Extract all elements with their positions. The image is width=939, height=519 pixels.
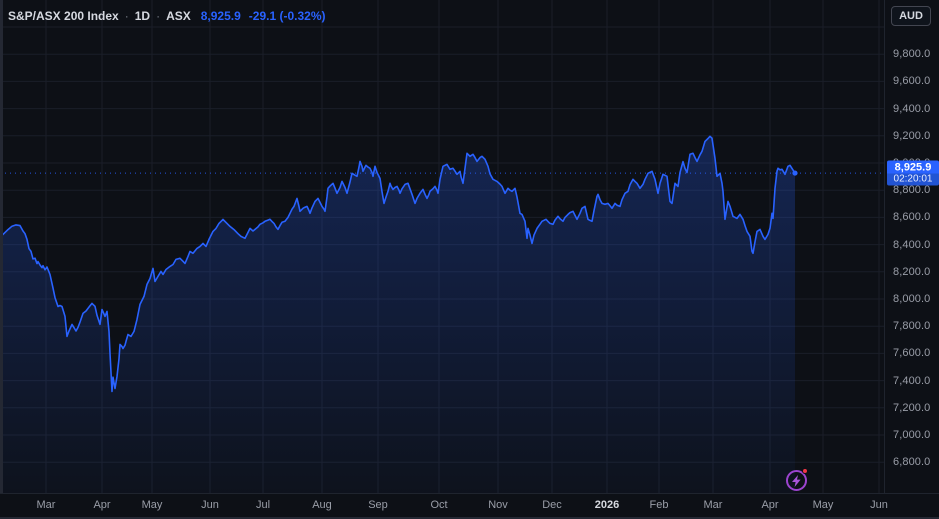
x-axis-tick-label: Jul [255,499,271,511]
x-axis-tick-label: Jun [201,499,219,511]
lightning-icon [786,470,807,491]
symbol-name: S&P/ASX 200 Index [8,9,119,23]
x-axis-tick-label: Aug [312,499,332,511]
x-axis-tick-label: Apr [93,499,111,511]
exchange-label: ASX [166,9,191,23]
bar-countdown-timer: 02:20:01 [887,173,939,186]
x-axis-tick-label: May [812,499,834,511]
area-fill [3,136,795,494]
legend-separator: · [124,9,129,23]
y-axis-tick-label: 6,800.0 [893,456,931,469]
y-axis-tick-label: 7,000.0 [893,429,931,441]
price-scale[interactable]: 8,925.9 02:20:01 9,800.0 9,600.0 9,400.0 9,… [884,0,939,493]
time-scale[interactable]: Mar Apr May Jun Jul Aug Sep Oct Nov Dec 2026 Feb Mar… [0,493,939,517]
x-axis-tick-label: 2026 [594,499,620,511]
x-axis-tick-label: Feb [649,499,669,511]
alert-red-dot-icon [802,468,808,474]
x-axis-tick-label: Oct [430,499,448,511]
legend-separator-2: · [156,9,161,23]
y-axis-tick-label: 9,400.0 [893,102,931,115]
interval-label: 1D [134,9,151,23]
x-axis-tick-label: Nov [488,499,508,511]
bottom-panel-edge [0,517,939,519]
y-axis-tick-label: 7,200.0 [893,401,931,414]
y-axis-tick-label: 9,800.0 [893,48,931,61]
price-line-series [2,135,796,393]
y-axis-tick-label: 9,200.0 [893,129,931,142]
y-axis-tick-label: 8,000.0 [893,293,931,305]
y-axis-tick-label: 7,600.0 [893,347,931,360]
y-axis-tick-label: 7,400.0 [893,374,931,387]
last-price-value: 8,925.9 [200,9,241,23]
currency-toggle-button[interactable]: AUD [891,6,931,26]
x-axis-tick-label: Sep [368,499,388,511]
symbol-legend[interactable]: S&P/ASX 200 Index · 1D · ASX 8,925.9 -29… [8,9,326,23]
left-panel-edge [0,0,3,519]
y-axis-tick-label: 8,200.0 [893,265,931,278]
y-axis-tick-label: 7,800.0 [893,320,931,333]
y-axis-tick-label: 8,600.0 [893,211,931,224]
y-axis-tick-label: 8,800.0 [893,184,931,197]
current-price-value: 8,925.9 [887,160,939,174]
x-axis-tick-label: Apr [761,499,779,511]
current-price-label: 8,925.9 02:20:01 [887,160,939,186]
x-axis-tick-label: Jun [870,499,888,511]
x-axis-tick-label: Mar [36,499,56,511]
y-axis-tick-label: 9,600.0 [893,75,931,88]
x-axis-tick-label: Mar [703,499,723,511]
y-axis-tick-label: 8,400.0 [893,238,931,251]
last-price-dot [792,170,798,176]
price-change-value: -29.1 (-0.32%) [248,9,326,23]
x-axis-tick-label: Dec [542,499,562,511]
events-lightning-button[interactable] [786,468,808,491]
x-axis-tick-label: May [141,499,163,511]
